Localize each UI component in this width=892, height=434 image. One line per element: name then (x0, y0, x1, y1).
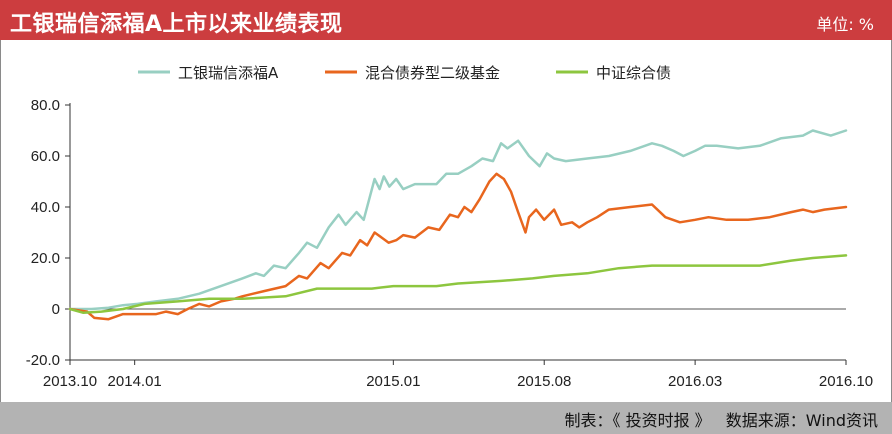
y-tick-label: 60.0 (31, 148, 60, 165)
x-tick-label: 2016.10 (819, 373, 873, 390)
chart-header: 工银瑞信添福A上市以来业绩表现 单位: % (0, 0, 892, 40)
series-line-2 (68, 254, 848, 315)
maker-credit: 制表：《 投资时报 》 (564, 411, 711, 430)
chart-title: 工银瑞信添福A上市以来业绩表现 (10, 12, 343, 37)
y-tick-label: 40.0 (31, 199, 60, 216)
chart-footer: 制表：《 投资时报 》 数据来源：Wind资讯 (0, 402, 892, 434)
x-axis: 2013.10 2014.01 2015.01 2015.08 2016.03 2016.… (43, 359, 873, 390)
series-line-0 (68, 129, 848, 311)
y-tick-label: 20.0 (31, 250, 60, 267)
source-credit: 数据来源：Wind资讯 (725, 411, 878, 430)
chart-legend: 工银瑞信添福A 混合债券型二级基金 中证综合债 (138, 64, 671, 82)
legend-label: 中证综合债 (596, 64, 671, 82)
x-tick-label: 2015.08 (517, 373, 571, 390)
line-chart: 工银瑞信添福A 混合债券型二级基金 中证综合债 80.0 60.0 40.0 20.0 0 -… (26, 64, 873, 390)
x-tick-label: 2015.01 (366, 373, 420, 390)
legend-label: 混合债券型二级基金 (365, 64, 500, 82)
x-tick-label: 2016.03 (668, 373, 722, 390)
series-line-1 (68, 172, 848, 321)
y-tick-label: 0 (52, 301, 60, 318)
legend-label: 工银瑞信添福A (178, 64, 279, 82)
unit-label: 单位: % (816, 15, 874, 34)
y-tick-label: -20.0 (26, 352, 60, 369)
x-tick-label: 2014.01 (108, 373, 162, 390)
y-tick-label: 80.0 (31, 97, 60, 114)
chart-series (68, 129, 848, 321)
x-tick-label: 2013.10 (43, 373, 97, 390)
y-axis: 80.0 60.0 40.0 20.0 0 -20.0 (26, 97, 846, 369)
